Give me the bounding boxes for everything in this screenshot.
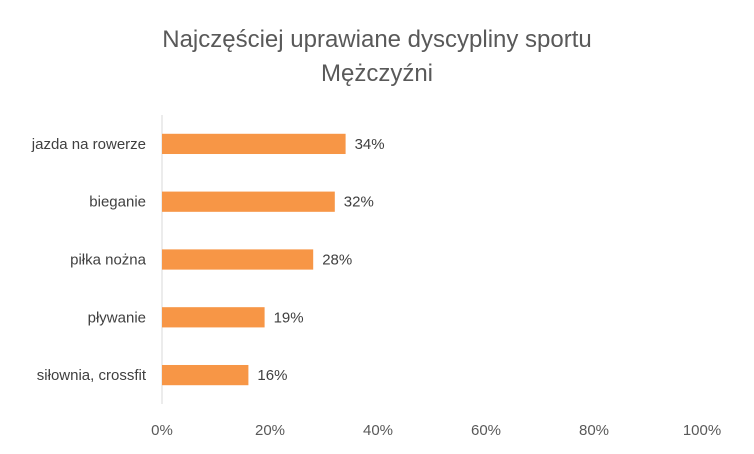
bar — [162, 249, 314, 270]
x-tick-label: 40% — [363, 422, 393, 439]
category-label: bieganie — [89, 194, 146, 211]
x-tick-label: 0% — [151, 422, 173, 439]
category-label: jazda na rowerze — [31, 136, 146, 153]
data-label: 28% — [322, 252, 352, 269]
data-label: 19% — [274, 309, 304, 326]
x-tick-label: 100% — [683, 422, 721, 439]
chart-title: Najczęściej uprawiane dyscypliny sportu — [162, 26, 592, 53]
bar — [162, 191, 335, 212]
x-axis-ticks-group: 0% 20% 40% 60% 80% 100% — [151, 422, 721, 439]
data-label: 34% — [355, 136, 385, 153]
bars-group: jazda na rowerze 34% bieganie 32% piłka nożn… — [31, 133, 385, 386]
category-label: pływanie — [88, 309, 146, 326]
data-label: 32% — [344, 194, 374, 211]
data-label: 16% — [257, 367, 287, 384]
bar — [162, 364, 249, 386]
x-tick-label: 80% — [579, 422, 609, 439]
bar — [162, 133, 346, 155]
category-label: piłka nożna — [70, 252, 147, 269]
x-tick-label: 60% — [471, 422, 501, 439]
category-label: siłownia, crossfit — [37, 367, 147, 384]
chart-subtitle: Mężczyźni — [321, 60, 433, 87]
x-tick-label: 20% — [255, 422, 285, 439]
bar — [162, 307, 265, 328]
